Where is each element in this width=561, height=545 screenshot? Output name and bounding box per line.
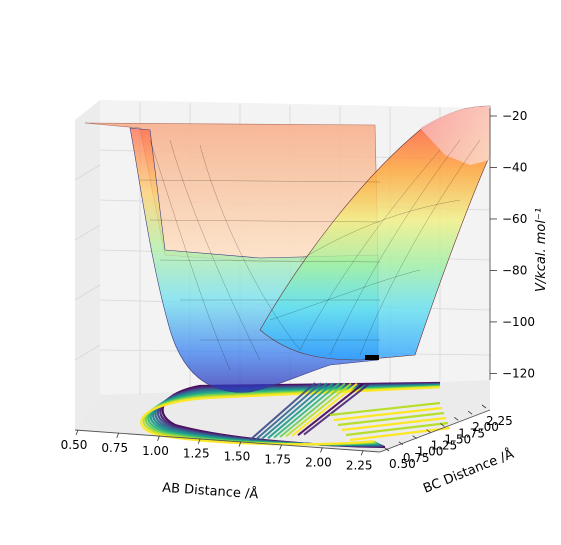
z-tick-label: −60 [502,212,527,226]
z-axis-label: V/kcal. mol⁻¹ [534,208,549,292]
y-tick-label: 1.75 [458,426,485,440]
y-tick-label: 1.25 [431,439,458,453]
contour-line [329,401,441,417]
x-tick-mark [75,429,79,436]
x-axis-label: AB Distance /Å [162,480,259,503]
contour-line [297,383,364,436]
x-tick-label: 0.50 [61,438,88,452]
x-tick-mark [238,441,242,447]
y-tick-label: 2.25 [486,414,513,428]
contour-line [267,382,334,439]
surface-pink-crest [420,106,490,165]
x-tick-mark [116,432,120,439]
contour-line [333,406,443,422]
x-axis-ticks: 0.50 0.75 1.00 1.25 1.50 1.75 2.00 2.25 [61,429,373,472]
x-tick-label: 1.00 [142,444,169,458]
y-tick-label: 2.00 [472,420,499,434]
axis-lines [74,108,491,453]
x-tick-mark [320,447,323,453]
y-tick-label: 1.50 [444,432,471,446]
x-tick-label: 1.25 [183,447,210,461]
contour-line [349,426,451,442]
trajectory-mark [365,355,379,360]
contour-line [337,411,445,427]
contour-line [255,382,322,441]
y-tick-mark [426,429,431,433]
contour-line [291,382,358,437]
z-tick-label: −100 [502,315,535,329]
left-pane [75,100,100,430]
z-tick-label: −20 [502,109,527,123]
y-tick-mark [467,410,473,415]
x-tick-label: 2.00 [305,455,332,469]
x-tick-mark [157,435,160,441]
contour-line [249,382,316,441]
trajectory-marker [365,355,379,360]
z-tick-label: −120 [502,366,535,380]
z-tick-label: −40 [502,160,527,174]
contour-line [341,416,447,432]
surface-mesh [139,139,481,371]
contour-line [285,382,352,438]
x-tick-mark [360,450,364,456]
x-tick-label: 1.75 [264,453,291,467]
y-tick-mark [481,404,487,409]
y-tick-label: 0.75 [403,451,430,465]
contour-line [273,382,340,439]
contour-line [261,382,328,440]
y-tick-label: 0.50 [389,457,416,471]
z-tick-label: −80 [502,263,527,277]
x-tick-label: 1.50 [224,450,251,464]
y-tick-mark [454,416,459,421]
contour-line [279,382,346,438]
contour-line [345,421,449,437]
y-tick-mark [412,435,417,440]
x-tick-label: 0.75 [101,441,128,455]
energy-surface [84,105,491,393]
y-tick-mark [398,441,404,446]
x-tick-mark [197,438,201,444]
x-tick-label: 2.25 [346,458,373,472]
y-tick-mark [384,447,390,452]
y-tick-mark [440,423,445,427]
z-axis-ticks: −20 −40 −60 −80 −100 −120 [490,109,535,380]
y-axis-ticks: 0.500.751.001.251.501.752.002.25 [384,404,513,471]
y-tick-label: 1.00 [417,445,444,459]
contour-line [303,383,370,436]
x-tick-mark [279,444,283,450]
